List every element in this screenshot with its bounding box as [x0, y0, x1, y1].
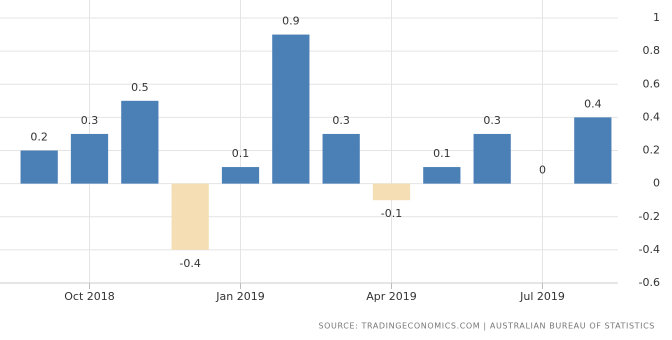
value-label: 0.2 — [30, 131, 48, 144]
bar — [423, 167, 461, 184]
x-tick-label: Oct 2018 — [64, 290, 115, 303]
y-tick-label: 0 — [653, 177, 660, 190]
y-tick-label: 0.2 — [643, 144, 661, 157]
bar — [221, 167, 260, 184]
y-tick-label: -0.2 — [639, 210, 660, 223]
y-tick-label: 1 — [653, 11, 660, 24]
bar — [322, 133, 360, 184]
value-label: 0.3 — [81, 114, 99, 127]
value-label: 0.3 — [332, 114, 350, 127]
bar — [372, 183, 411, 201]
value-label: -0.1 — [381, 207, 402, 220]
bar — [121, 100, 159, 184]
y-tick-label: 0.4 — [643, 110, 661, 123]
value-label: 0.4 — [584, 97, 602, 110]
value-label: 0.5 — [131, 81, 149, 94]
bar — [70, 133, 109, 184]
bar — [574, 117, 612, 184]
value-label: -0.4 — [179, 257, 200, 270]
x-tick-label: Jul 2019 — [519, 290, 565, 303]
bar — [473, 133, 511, 184]
bar — [171, 183, 209, 250]
value-label: 0 — [539, 164, 546, 177]
y-tick-label: -0.4 — [639, 243, 660, 256]
y-tick-label: 0.6 — [643, 77, 661, 90]
bar — [20, 150, 58, 184]
value-label: 0.3 — [483, 114, 501, 127]
y-tick-label: 0.8 — [643, 44, 661, 57]
x-tick-label: Jan 2019 — [215, 290, 264, 303]
bar — [272, 34, 310, 184]
y-tick-label: -0.6 — [639, 276, 660, 289]
value-label: 0.1 — [433, 147, 451, 160]
x-tick-label: Apr 2019 — [366, 290, 417, 303]
value-label: 0.9 — [282, 15, 300, 28]
value-label: 0.1 — [232, 147, 250, 160]
source: SOURCE: TRADINGECONOMICS.COM | AUSTRALIA… — [318, 322, 655, 331]
